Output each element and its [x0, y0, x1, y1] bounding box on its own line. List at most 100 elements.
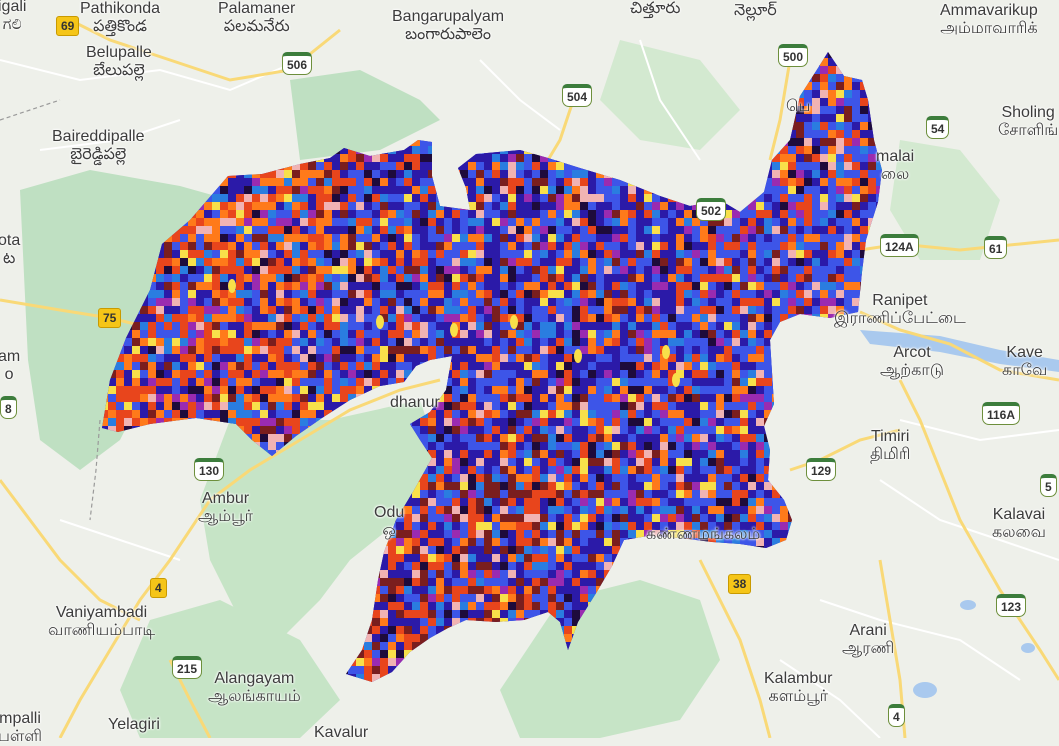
place-name: Palamaner	[218, 0, 295, 18]
place-name: ota	[0, 232, 20, 250]
place-name: Kalavai	[992, 506, 1046, 524]
place-local-name: காவே	[1002, 362, 1047, 380]
place-name: igali	[0, 0, 26, 16]
place-local-name: அம்மாவாரிக்	[940, 20, 1038, 38]
route-shield-r123: 123	[996, 594, 1026, 617]
place-name: Pathikonda	[80, 0, 160, 18]
place-local-name: ஆம்பூர்	[198, 508, 253, 526]
place-name: Kavalur	[314, 724, 368, 742]
place-name: Arcot	[880, 344, 944, 362]
place-name: am	[0, 348, 20, 366]
place-local-name: ஒ	[374, 522, 404, 540]
route-shield-r4b: 4	[888, 704, 905, 727]
place-local-name: o	[0, 366, 20, 384]
route-shield-r38: 38	[728, 574, 751, 594]
place-local-name: ஆலங்காயம்	[208, 688, 301, 706]
place-label-kavalur: Kavalur	[314, 724, 368, 742]
place-name: mpalli	[0, 710, 42, 728]
place-local-name: பள்ளி	[0, 728, 42, 746]
route-shield-r5: 5	[1040, 474, 1057, 497]
place-local-name: నెల్లూర్	[734, 2, 777, 20]
place-name: Sholing	[998, 104, 1058, 122]
place-name: malai	[876, 148, 914, 166]
route-shield-r75: 75	[98, 308, 121, 328]
place-name: Belupalle	[86, 44, 152, 62]
place-local-name: ಗಲಿ	[0, 16, 26, 34]
route-shield-r130: 130	[194, 458, 224, 481]
place-local-name: బైరెడ్డిపల్లె	[52, 146, 145, 164]
place-name: Vaniyambadi	[48, 604, 155, 622]
place-name: Ammavarikup	[940, 2, 1038, 20]
place-name: Arani	[842, 622, 894, 640]
place-name: Kave	[1002, 344, 1047, 362]
place-name: Baireddipalle	[52, 128, 145, 146]
place-local-name: ట	[0, 250, 20, 268]
place-label-pernambut_partial: பெ	[786, 98, 810, 116]
place-local-name: பெ	[786, 98, 810, 116]
place-local-name: களம்பூர்	[764, 688, 832, 706]
place-label-kannamangalam: கண்ணமங்கலம்	[646, 526, 760, 544]
place-label-chittoor: చిత్తూరు	[630, 0, 680, 18]
place-local-name: வாணியம்பாடி	[48, 622, 155, 640]
place-local-name: கலவை	[992, 524, 1046, 542]
route-shield-r116a: 116A	[982, 402, 1020, 425]
route-shield-r4a: 4	[150, 578, 167, 598]
place-name: Ambur	[198, 490, 253, 508]
place-label-nellore: నెల్లూర్	[734, 2, 777, 20]
route-shield-r506: 506	[282, 52, 312, 75]
place-local-name: ஆற்காடு	[880, 362, 944, 380]
route-shield-r500: 500	[778, 44, 808, 67]
route-shield-r502: 502	[696, 198, 726, 221]
place-label-dhanur: dhanur	[390, 394, 440, 412]
route-shield-r69: 69	[56, 16, 79, 36]
route-shield-r124a: 124A	[880, 234, 919, 257]
place-name: Timiri	[870, 428, 910, 446]
place-local-name: சோளிங்	[998, 122, 1058, 140]
route-shield-r54: 54	[926, 116, 949, 139]
place-local-name: திமிரி	[870, 446, 910, 464]
place-name: dhanur	[390, 394, 440, 412]
route-shield-r215: 215	[172, 656, 202, 679]
route-shield-r61: 61	[984, 236, 1007, 259]
place-label-yelagiri: Yelagiri	[108, 716, 160, 734]
place-name: Yelagiri	[108, 716, 160, 734]
place-local-name: బేలుపల్లె	[86, 62, 152, 80]
place-local-name: இராணிப்பேட்டை	[834, 310, 966, 328]
place-local-name: ஆரணி	[842, 640, 894, 658]
place-local-name: கண்ணமங்கலம்	[646, 526, 760, 544]
place-name: Ranipet	[834, 292, 966, 310]
route-shield-r504: 504	[562, 84, 592, 107]
place-local-name: லை	[876, 166, 914, 184]
place-name: Alangayam	[208, 670, 301, 688]
route-shield-r129: 129	[806, 458, 836, 481]
place-local-name: బంగారుపాలెం	[392, 26, 504, 44]
place-local-name: పలమనేరు	[218, 18, 295, 36]
route-shield-r8: 8	[0, 396, 17, 419]
place-local-name: చిత్తూరు	[630, 0, 680, 18]
place-name: Bangarupalyam	[392, 8, 504, 26]
place-name: Odu	[374, 504, 404, 522]
place-local-name: పత్తికొండ	[80, 18, 160, 36]
